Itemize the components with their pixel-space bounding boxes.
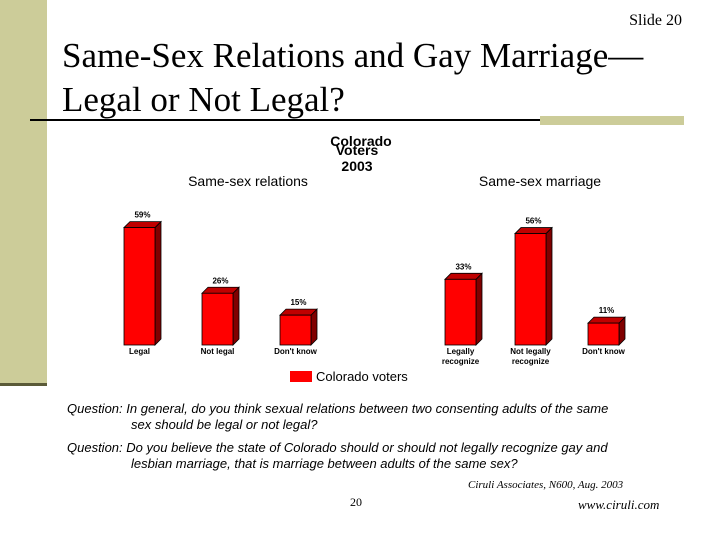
question-2-line1: Do you believe the state of Colorado sho… [126,440,608,455]
bar-top [201,286,240,294]
data-label: 11% [599,306,615,315]
question-1-prefix: Question: [67,401,123,416]
data-label: 26% [212,276,228,285]
chart-title: Same-sex relations [188,173,308,189]
bar-top [514,227,553,234]
category-label: recognize [512,357,550,366]
title-line-2: Legal or Not Legal? [62,80,345,119]
question-2: Question: Do you believe the state of Co… [67,440,608,472]
bar [444,278,477,346]
question-1-line1: In general, do you think sexual relation… [126,401,609,416]
question-2-prefix: Question: [67,440,123,455]
bar [587,322,620,346]
bar-top [587,316,626,324]
bar-charts: Same-sex relations 59% Legal 26% Not legal 15… [123,133,626,366]
category-label: Not legally [510,347,551,356]
category-label: Don't know [582,347,626,356]
title-underline [30,119,540,121]
category-label: Legally [447,347,475,356]
sidebar-edge [0,383,47,386]
chart-header-line3: 2003 [341,158,372,174]
question-1: Question: In general, do you think sexua… [67,401,608,433]
slide-title: Same-Sex Relations and Gay Marriage— Leg… [62,34,712,122]
chart-header-line2: Voters [336,142,379,158]
page-number: 20 [350,495,362,509]
data-label: 59% [134,211,150,220]
bar [279,314,312,346]
data-label: 15% [290,298,306,307]
category-label: Don't know [274,347,318,356]
category-label: Legal [129,347,150,356]
bar [201,292,234,346]
slide-number: Slide 20 [629,12,682,29]
data-label: 56% [525,217,541,226]
bar-side [232,286,240,346]
website: www.ciruli.com [578,497,660,512]
legend-swatch [290,371,312,382]
chart-header-line1: Colorado [330,133,391,149]
bar-side [154,220,162,346]
category-label: Not legal [201,347,235,356]
title-accent-bar [540,116,684,125]
legend-label: Colorado voters [316,369,408,384]
data-label: 33% [455,262,471,271]
bar-top [279,308,318,316]
chart-title: Same-sex marriage [479,173,601,189]
sidebar-decoration [0,0,47,383]
bar [123,227,156,346]
bar-top [123,221,162,228]
question-2-line2: lesbian marriage, that is marriage betwe… [131,456,518,471]
question-1-line2: sex should be legal or not legal? [131,417,318,432]
bar-top [444,272,483,280]
category-label: recognize [442,357,480,366]
source-note: Ciruli Associates, N600, Aug. 2003 [468,479,624,491]
bar-side [475,272,483,346]
title-line-1: Same-Sex Relations and Gay Marriage— [62,36,644,75]
bar [514,233,547,346]
bar-side [545,226,553,346]
